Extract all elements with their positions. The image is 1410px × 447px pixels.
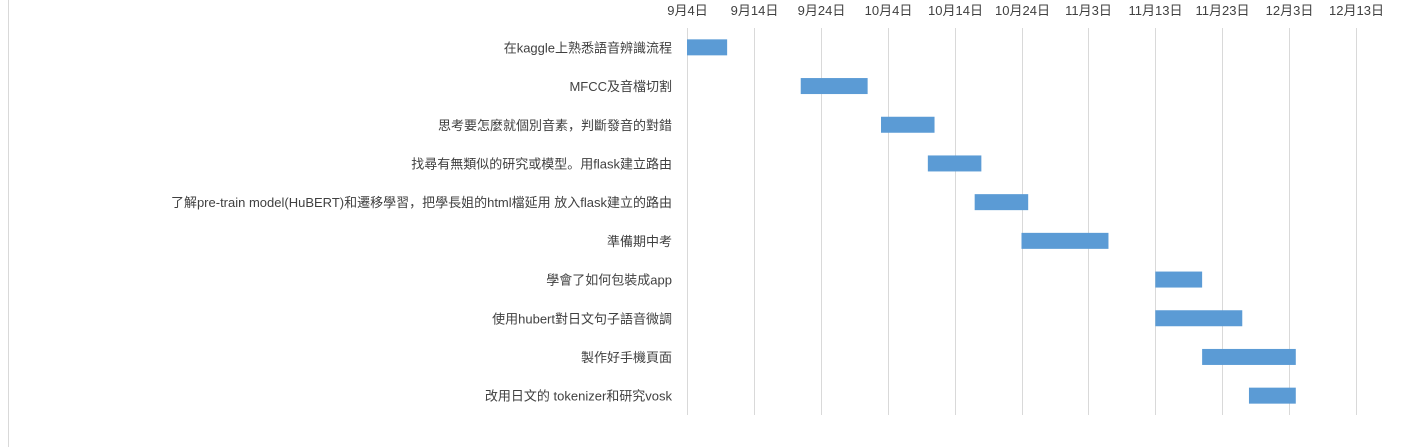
task-label: 使用hubert對日文句子語音微調 <box>492 311 672 326</box>
x-tick-label: 9月4日 <box>667 3 707 18</box>
task-label: 製作好手機頁面 <box>581 350 672 365</box>
task-bar <box>687 39 728 56</box>
task-bar <box>1155 310 1243 327</box>
task-label: 了解pre-train model(HuBERT)和遷移學習，把學長姐的html… <box>171 195 672 210</box>
x-tick-label: 10月14日 <box>928 3 983 18</box>
task-labels: 在kaggle上熟悉語音辨識流程 MFCC及音檔切割思考要怎麼就個別音素，判斷發音… <box>171 40 673 403</box>
task-label: 找尋有無類似的研究或模型。用flask建立路由 <box>411 156 672 171</box>
x-tick-label: 11月23日 <box>1196 3 1250 18</box>
task-bar <box>881 116 935 133</box>
x-axis-tick-labels: 9月4日 9月14日 9月24日 10月4日 10月14日 10月24日 11月3日 11月1… <box>667 3 1384 18</box>
task-bar <box>1202 348 1296 365</box>
x-tick-label: 10月24日 <box>995 3 1050 18</box>
task-bar <box>927 155 982 172</box>
task-bar <box>974 194 1029 211</box>
x-tick-label: 9月14日 <box>731 3 779 18</box>
task-bars <box>687 39 1296 404</box>
x-tick-label: 12月13日 <box>1329 3 1384 18</box>
task-bar <box>1155 271 1203 288</box>
task-label: 準備期中考 <box>607 234 672 249</box>
task-label: 思考要怎麼就個別音素，判斷發音的對錯 <box>438 118 672 133</box>
x-tick-label: 9月24日 <box>798 3 846 18</box>
task-bar <box>1248 387 1296 404</box>
x-tick-label: 10月4日 <box>865 3 913 18</box>
sheet-edge-divider <box>0 0 9 447</box>
x-tick-label: 12月3日 <box>1266 3 1314 18</box>
task-label: MFCC及音檔切割 <box>569 79 672 94</box>
task-label: 改用日文的 tokenizer和研究vosk <box>485 389 673 404</box>
x-tick-label: 11月3日 <box>1065 3 1112 18</box>
x-tick-label: 11月13日 <box>1129 3 1183 18</box>
task-label: 在kaggle上熟悉語音辨識流程 <box>504 40 672 55</box>
task-label: 學會了如何包裝成app <box>546 273 672 288</box>
task-bar <box>1021 232 1109 249</box>
task-bar <box>800 78 868 95</box>
